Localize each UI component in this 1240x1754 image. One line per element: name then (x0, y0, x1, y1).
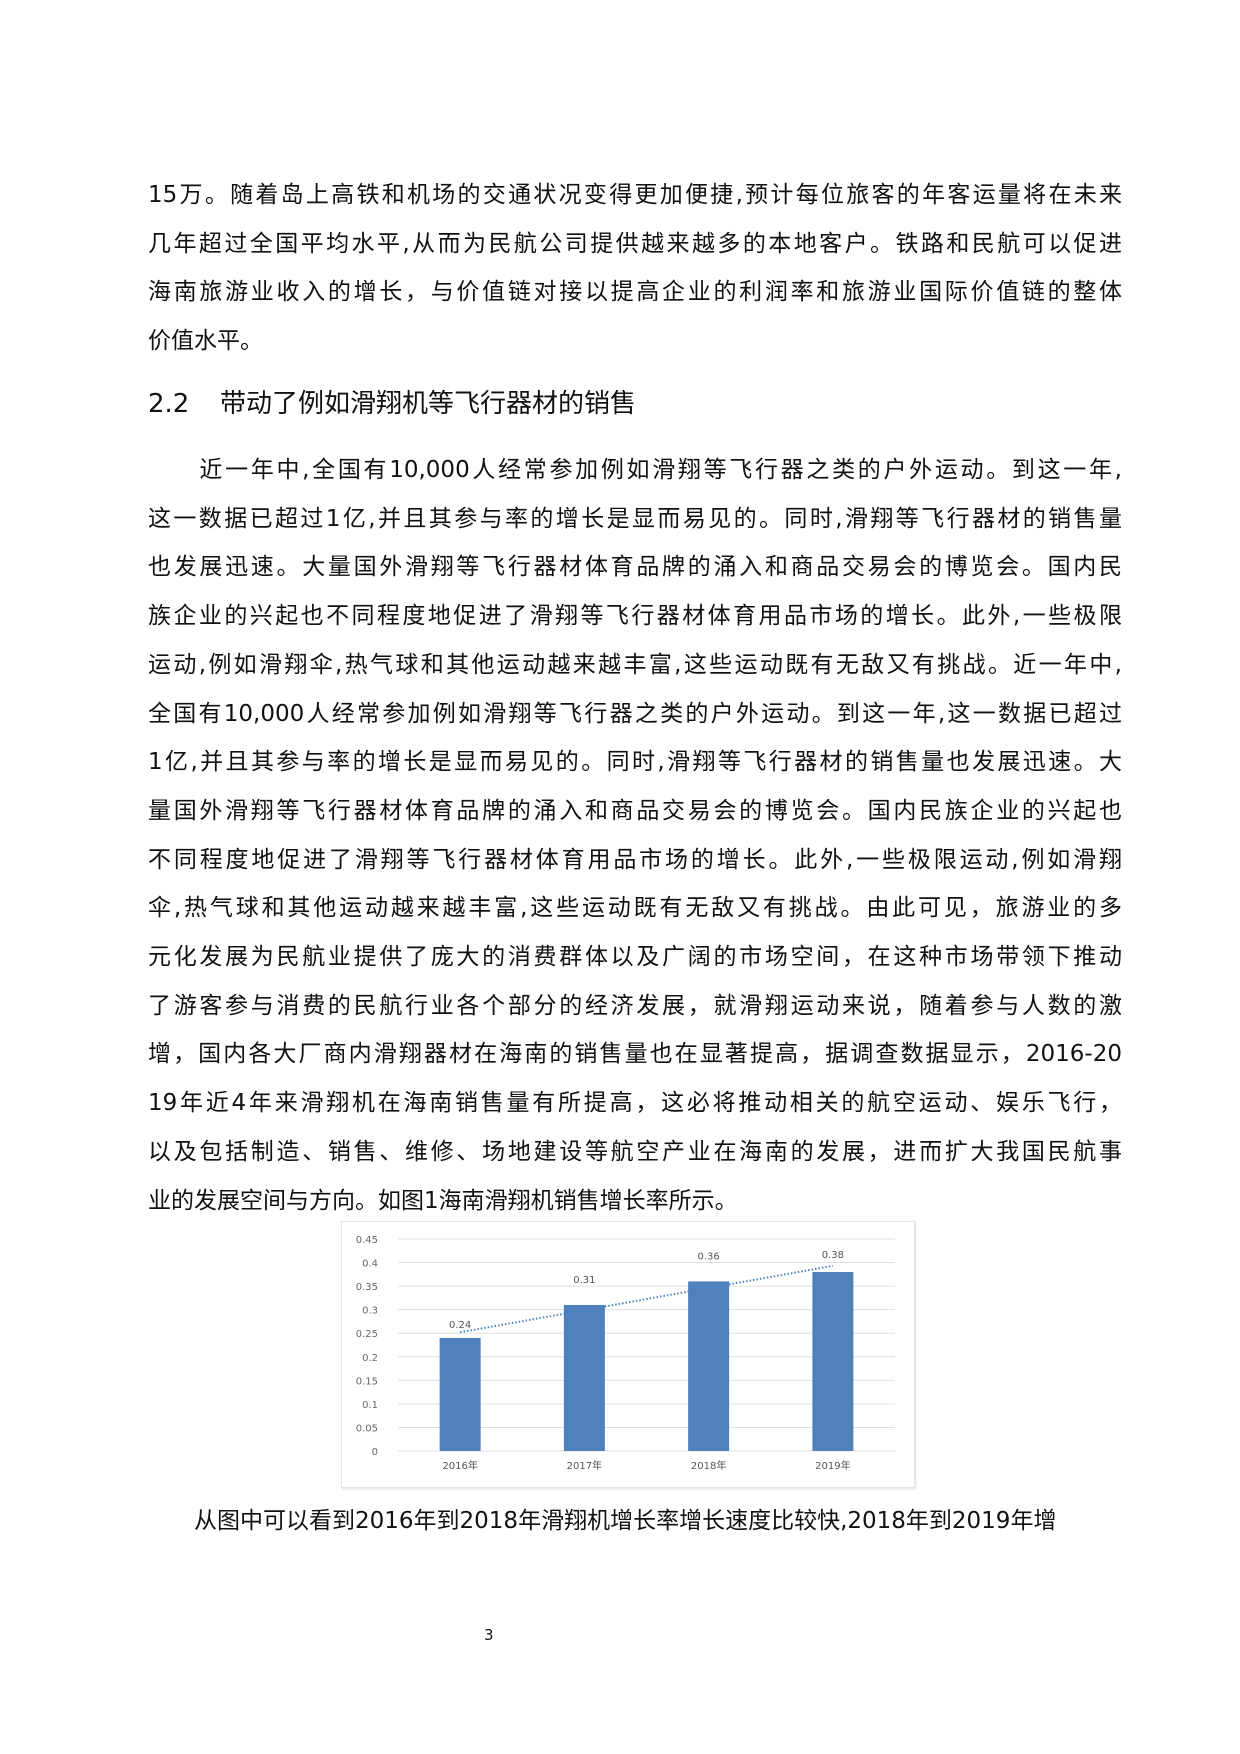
trendline (459, 1264, 834, 1334)
section-number: 2.2 (148, 389, 190, 419)
text-line: 也发展迅速。大量国外滑翔等飞行器材体育品牌的涌入和商品交易会的博览会。国内民 (148, 554, 1122, 581)
text-line: 族企业的兴起也不同程度地促进了滑翔等飞行器材体育用品市场的增长。此外,一些极限 (148, 603, 1122, 630)
bar (688, 1281, 730, 1451)
text-line: 伞,热气球和其他运动越来越丰富,这些运动既有无敌又有挑战。由此可见，旅游业的多 (148, 895, 1122, 922)
text-line: 近一年中,全国有10,000人经常参加例如滑翔等飞行器之类的户外运动。到这一年, (148, 457, 1122, 483)
text-line: 19年近4年来滑翔机在海南销售量有所提高，这必将推动相关的航空运动、娱乐飞行， (148, 1090, 1122, 1117)
y-tick-label: 0.3 (362, 1306, 378, 1317)
text-line: 量国外滑翔等飞行器材体育品牌的涌入和商品交易会的博览会。国内民族企业的兴起也 (148, 797, 1122, 824)
y-tick-label: 0.35 (356, 1282, 378, 1293)
data-label: 0.31 (573, 1275, 595, 1286)
text-line: 海南旅游业收入的增长，与价值链对接以提高企业的利润率和旅游业国际价值链的整体 (148, 279, 1122, 306)
text-line: 从图中可以看到2016年到2018年滑翔机增长率增长速度比较快,2018年到20… (148, 1508, 1057, 1534)
text-line: 了游客参与消费的民航行业各个部分的经济发展，就滑翔运动来说，随着参与人数的激 (148, 992, 1122, 1019)
text-line: 全国有10,000人经常参加例如滑翔等飞行器之类的户外运动。到这一年,这一数据已… (148, 700, 1122, 727)
text-line: 1亿,并且其参与率的增长是显而易见的。同时,滑翔等飞行器材的销售量也发展迅速。大 (148, 749, 1122, 776)
bar (812, 1271, 854, 1451)
text-line: 几年超过全国平均水平,从而为民航公司提供越来越多的本地客户。铁路和民航可以促进 (148, 230, 1122, 257)
text-line: 不同程度地促进了滑翔等飞行器材体育用品市场的增长。此外,一些极限运动,例如滑翔 (148, 846, 1122, 873)
x-tick-label: 2018年 (691, 1459, 726, 1472)
text-line: 增，国内各大厂商内滑翔器材在海南的销售量也在显著提高，据调查数据显示，2016-… (148, 1041, 1122, 1068)
y-tick-label: 0.2 (362, 1353, 378, 1364)
text-line: 运动,例如滑翔伞,热气球和其他运动越来越丰富,这些运动既有无敌又有挑战。近一年中… (148, 651, 1122, 678)
y-tick-label: 0 (372, 1447, 378, 1458)
x-tick-label: 2019年 (815, 1459, 850, 1472)
page-number: 3 (484, 1626, 494, 1644)
text-line: 价值水平。 (148, 328, 263, 355)
section-title: 带动了例如滑翔机等飞行器材的销售 (220, 389, 637, 419)
y-tick-label: 0.25 (356, 1329, 378, 1340)
text-line: 以及包括制造、销售、维修、场地建设等航空产业在海南的发展，进而扩大我国民航事 (148, 1138, 1122, 1165)
y-tick-label: 0.15 (356, 1376, 378, 1387)
text-line: 15万。随着岛上高铁和机场的交通状况变得更加便捷,预计每位旅客的年客运量将在未来 (148, 182, 1122, 208)
text-line: 业的发展空间与方向。如图1海南滑翔机销售增长率所示。 (148, 1187, 738, 1214)
y-tick-label: 0.4 (362, 1259, 378, 1270)
bar (439, 1337, 481, 1451)
x-tick-label: 2017年 (567, 1459, 602, 1472)
x-tick-label: 2016年 (442, 1459, 477, 1472)
y-tick-label: 0.1 (362, 1400, 378, 1411)
y-tick-label: 0.05 (356, 1423, 378, 1434)
text-line: 元化发展为民航业提供了庞大的消费群体以及广阔的市场空间，在这种市场带领下推动 (148, 944, 1122, 970)
data-label: 0.24 (449, 1320, 471, 1331)
bar (563, 1304, 605, 1451)
growth-rate-chart: 0 0.05 0.1 0.15 0.2 0.25 0.3 0.35 0.4 0.45 0.24 201… (341, 1221, 915, 1488)
data-label: 0.38 (822, 1250, 844, 1261)
data-label: 0.36 (697, 1251, 719, 1262)
y-tick-label: 0.45 (356, 1235, 378, 1246)
section-heading: 2.2 带动了例如滑翔机等飞行器材的销售 (148, 388, 636, 420)
text-line: 这一数据已超过1亿,并且其参与率的增长是显而易见的。同时,滑翔等飞行器材的销售量 (148, 505, 1122, 532)
